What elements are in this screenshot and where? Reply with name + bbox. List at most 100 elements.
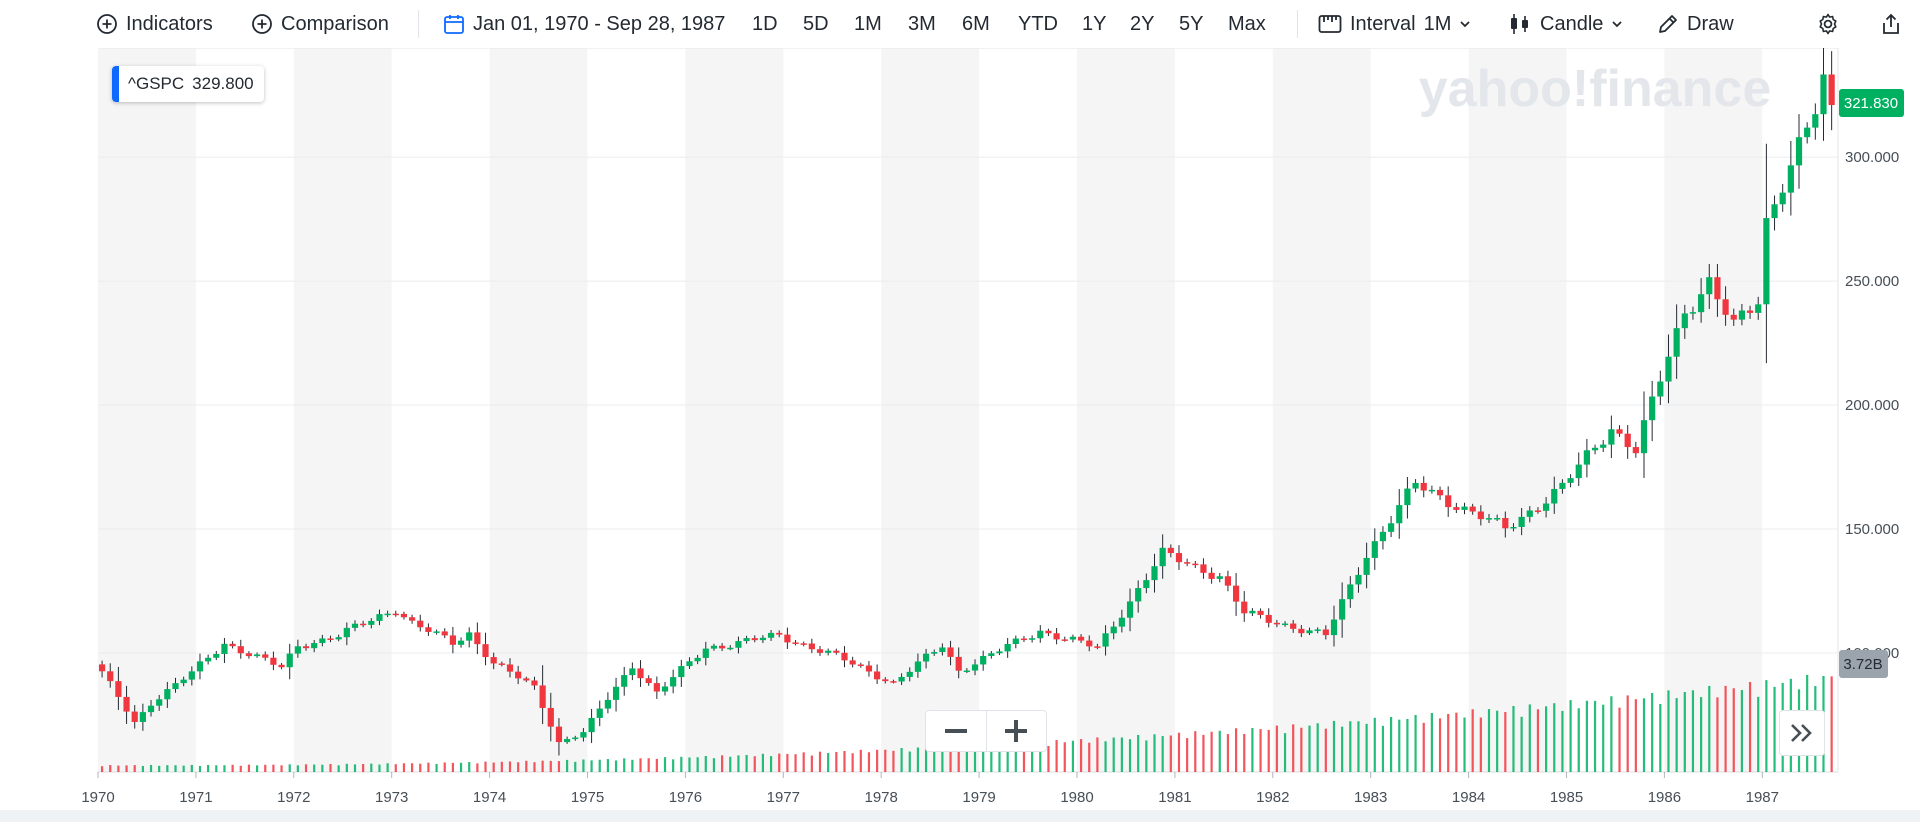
candle-body <box>425 627 432 632</box>
candle-body <box>1436 489 1444 496</box>
candle-body <box>131 711 138 722</box>
range-button-6m[interactable]: 6M <box>962 13 990 35</box>
range-button-2y[interactable]: 2Y <box>1130 13 1155 35</box>
volume-bar <box>207 764 210 772</box>
ticker-price-label[interactable]: ^GSPC 329.800 <box>112 66 264 102</box>
candle-body <box>1273 622 1280 625</box>
volume-bar <box>1406 718 1409 772</box>
volume-bar <box>223 765 226 772</box>
indicators-button[interactable]: Indicators <box>96 8 213 40</box>
range-button-ytd[interactable]: YTD <box>1018 13 1058 35</box>
share-button[interactable] <box>1880 8 1902 40</box>
candle-body <box>319 638 326 644</box>
candle-body <box>205 657 212 662</box>
candle-body <box>457 640 465 645</box>
volume-bar <box>1545 706 1548 772</box>
range-button-1d[interactable]: 1D <box>752 13 778 35</box>
candle-body <box>947 647 954 657</box>
candle-body <box>1322 629 1329 636</box>
candle-body <box>1126 601 1134 618</box>
volume-bar <box>1275 725 1278 772</box>
candle-body <box>245 653 253 657</box>
settings-button[interactable] <box>1816 8 1840 40</box>
y-tick-label: 200.000 <box>1845 397 1899 414</box>
candle-body <box>1192 563 1199 566</box>
volume-bar <box>1716 697 1719 772</box>
candle-body <box>286 653 293 668</box>
volume-bar <box>778 753 781 772</box>
interval-selector[interactable]: Interval 1M <box>1318 8 1471 40</box>
candle-body <box>808 643 815 650</box>
scroll-to-latest-button[interactable] <box>1779 710 1825 756</box>
candle-body <box>1755 304 1762 313</box>
x-tick-label: 1970 <box>81 789 114 806</box>
volume-bar <box>941 746 944 772</box>
volume-bar <box>1088 742 1091 772</box>
x-tick-label: 1979 <box>962 789 995 806</box>
candle-body <box>1184 562 1191 564</box>
volume-bar <box>1006 746 1009 772</box>
volume-bar <box>370 763 373 772</box>
x-tick-label: 1976 <box>669 789 702 806</box>
ticker-symbol: ^GSPC <box>128 74 185 93</box>
volume-bar <box>410 763 414 772</box>
volume-bar <box>949 749 952 772</box>
minus-icon <box>944 729 967 733</box>
volume-bar <box>1732 688 1735 772</box>
volume-bar <box>1651 692 1654 772</box>
zoom-out-button[interactable] <box>926 711 986 751</box>
candle-body <box>1379 531 1387 542</box>
range-button-5d[interactable]: 5D <box>803 13 829 35</box>
range-button-max[interactable]: Max <box>1228 13 1266 35</box>
range-button-1m[interactable]: 1M <box>854 13 882 35</box>
candle-body <box>1820 74 1827 115</box>
candle-body <box>1004 643 1011 652</box>
candle-body <box>1208 572 1215 579</box>
candlestick-chart[interactable]: yahoo!finance 100.000150.000200.000250.0… <box>0 48 1920 822</box>
draw-button[interactable]: Draw <box>1657 8 1734 40</box>
candle-body <box>1534 510 1542 512</box>
candle-body <box>686 661 693 667</box>
chart-area[interactable]: yahoo!finance 100.000150.000200.000250.0… <box>0 48 1920 822</box>
candle-body <box>1306 630 1313 634</box>
volume-bar <box>1014 742 1017 772</box>
volume-bar <box>810 755 813 772</box>
volume-bar <box>149 764 153 772</box>
volume-bar <box>1194 731 1197 772</box>
candle-body <box>1094 646 1101 648</box>
candle-body <box>98 664 106 672</box>
zoom-in-button[interactable] <box>985 711 1047 751</box>
date-range-picker[interactable]: Jan 01, 1970 - Sep 28, 1987 <box>443 8 725 40</box>
volume-bar <box>786 753 789 772</box>
x-tick-label: 1973 <box>375 789 408 806</box>
comparison-button[interactable]: Comparison <box>251 8 389 40</box>
volume-bar <box>1186 738 1189 772</box>
candle-body <box>661 686 669 692</box>
candle-body <box>1461 506 1468 510</box>
volume-bar <box>818 751 822 772</box>
volume-bar <box>1079 739 1083 772</box>
volume-bar <box>1300 727 1303 772</box>
candle-body <box>931 652 938 654</box>
range-button-1y[interactable]: 1Y <box>1082 13 1107 35</box>
x-tick-label: 1971 <box>179 789 212 806</box>
volume-bar <box>304 764 308 772</box>
range-button-5y[interactable]: 5Y <box>1179 13 1204 35</box>
candle-body <box>1559 482 1566 489</box>
volume-bar <box>655 758 658 772</box>
candle-body <box>474 632 481 645</box>
candle-body <box>1339 599 1346 620</box>
range-button-3m[interactable]: 3M <box>908 13 936 35</box>
grid-lines <box>98 156 1838 654</box>
volume-bar <box>1332 720 1336 772</box>
chart-type-selector[interactable]: Candle <box>1508 8 1623 40</box>
volume-bar <box>1047 746 1050 772</box>
volume-badge <box>1839 650 1888 678</box>
volume-bar <box>525 760 528 772</box>
candle-body <box>555 726 563 743</box>
volume-bar <box>272 764 275 772</box>
volume-bar <box>990 746 993 772</box>
chart-type-label: Candle <box>1540 12 1604 35</box>
candle-body <box>327 638 334 640</box>
candle-body <box>1787 165 1794 193</box>
